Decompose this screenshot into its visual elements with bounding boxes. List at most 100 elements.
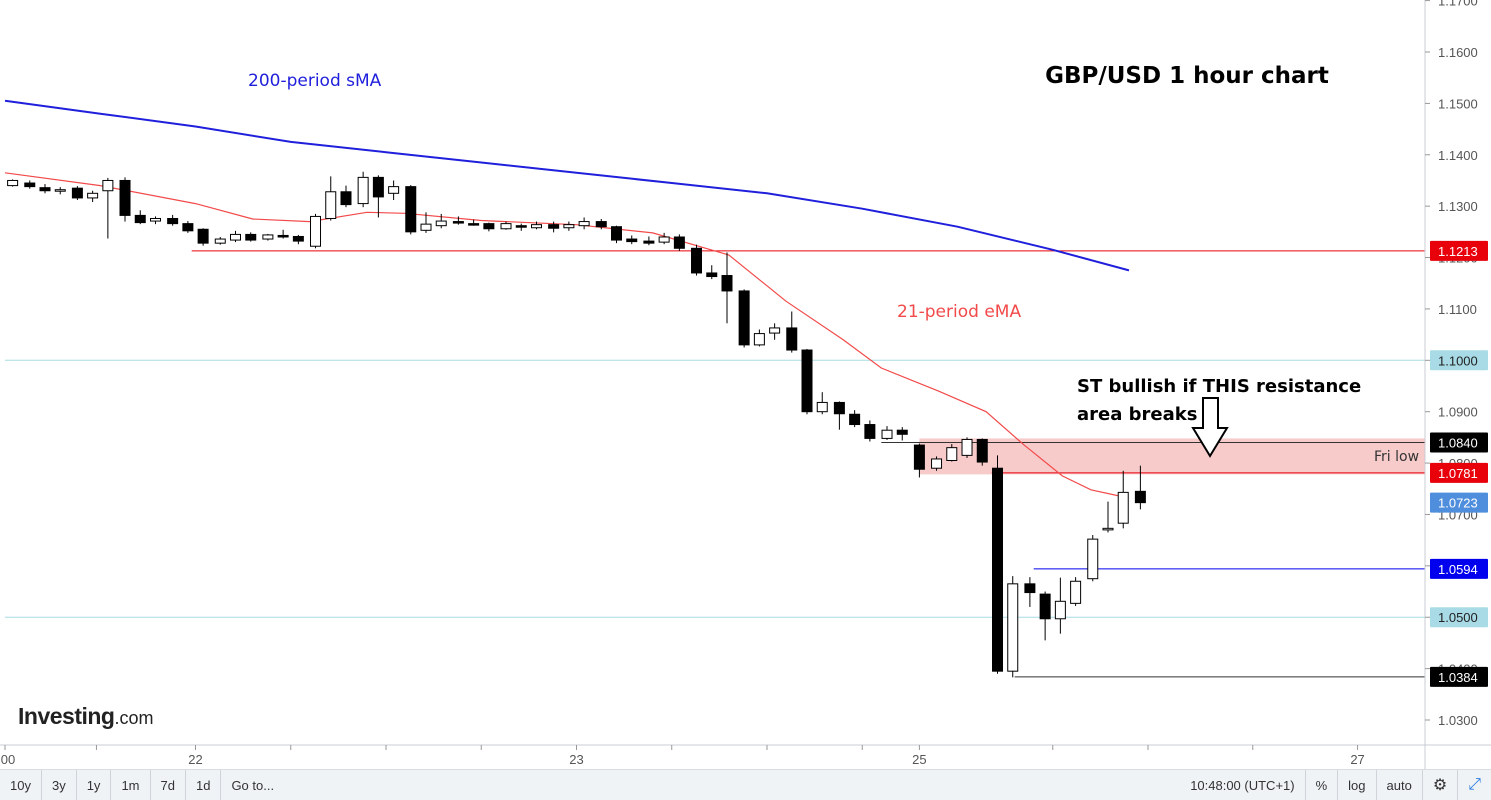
candle-body (691, 247, 703, 274)
candle-body (515, 225, 527, 228)
x-tick-label: 00 (1, 752, 15, 767)
range-1y-button[interactable]: 1y (77, 770, 112, 800)
candle-body (611, 226, 623, 241)
candle (913, 443, 925, 478)
price-label-box (1430, 558, 1488, 579)
candle-body (643, 240, 655, 244)
candle-body (1087, 538, 1099, 580)
candle-body (753, 333, 765, 346)
expand-icon[interactable]: ⤢ (1468, 776, 1481, 793)
logo-suffix: .com (114, 708, 154, 728)
candle-body (1070, 580, 1082, 604)
note-line-1: ST bullish if THIS resistance (1077, 376, 1361, 397)
y-tick-label: 1.0300 (1438, 713, 1478, 728)
moving-averages (4, 99, 1130, 497)
candle (71, 186, 83, 200)
candle-body (786, 327, 798, 351)
candle-body (1054, 600, 1066, 620)
candle-body (563, 224, 575, 229)
candle-body (292, 235, 304, 242)
price-label-box (1430, 607, 1488, 628)
candle (786, 311, 798, 353)
candle (388, 180, 400, 200)
candle-body (357, 176, 369, 205)
gear-icon[interactable]: ⚙ (1423, 770, 1459, 800)
candle-body (483, 223, 495, 230)
candle-body (7, 179, 19, 187)
candle-body (149, 217, 161, 222)
range-10y-button[interactable]: 10y (0, 770, 42, 800)
candle-body (119, 179, 131, 216)
time-axis[interactable]: 00 22 23 25 27 (1, 745, 1365, 767)
x-tick-label: 23 (569, 752, 583, 767)
price-label-text: 1.0723 (1438, 496, 1478, 511)
candle-body (87, 192, 99, 199)
candle (864, 420, 876, 442)
candle (849, 410, 861, 428)
candle-body (946, 447, 958, 462)
price-label-box (1430, 666, 1488, 687)
goto-button[interactable]: Go to... (231, 777, 275, 793)
candle (134, 210, 146, 225)
y-tick-label: 1.1500 (1438, 96, 1478, 111)
candle-body (578, 221, 590, 227)
candle-body (658, 236, 670, 243)
candle (24, 180, 36, 189)
candle-body (1039, 593, 1051, 620)
y-tick-label: 1.0900 (1438, 405, 1478, 420)
candle (816, 392, 828, 415)
candle-body (24, 182, 36, 188)
candle (102, 177, 114, 239)
candle (626, 235, 638, 245)
candle-body (961, 438, 973, 456)
candle (833, 401, 845, 430)
candle-body (976, 438, 988, 463)
percent-toggle[interactable]: % (1306, 770, 1339, 800)
chart-canvas[interactable]: GBP/USD 1 hour chart 200-period sMA 21-p… (0, 0, 1491, 769)
fri-low-label: Fri low (1374, 449, 1419, 465)
candle-body (167, 217, 179, 225)
candle (468, 219, 480, 226)
range-1d-button[interactable]: 1d (186, 770, 222, 800)
candle (357, 171, 369, 208)
log-toggle[interactable]: log (1338, 770, 1377, 800)
candle (1102, 501, 1114, 533)
candle (515, 223, 527, 231)
candle-body (134, 214, 146, 224)
candle-body (468, 223, 480, 226)
y-tick-label: 1.1300 (1438, 199, 1478, 214)
candle-body (310, 215, 322, 247)
note-line-2: area breaks (1077, 404, 1197, 425)
candle (119, 177, 131, 222)
candle (230, 230, 242, 243)
price-label-box (1430, 492, 1488, 513)
candle-body (721, 275, 733, 292)
candle (931, 456, 943, 471)
candle (435, 213, 447, 229)
candle-body (1024, 583, 1036, 594)
candle (738, 289, 750, 348)
x-tick-label: 22 (188, 752, 202, 767)
candle (946, 444, 958, 462)
candle-body (769, 327, 781, 334)
candles (7, 171, 1146, 678)
candle-body (197, 228, 209, 244)
candle-body (913, 444, 925, 470)
auto-toggle[interactable]: auto (1377, 770, 1423, 800)
candle (643, 236, 655, 246)
candle-body (1117, 491, 1129, 524)
bottom-toolbar: 10y 3y 1y 1m 7d 1d Go to... 10:48:00 (UT… (0, 769, 1491, 800)
range-1m-button[interactable]: 1m (111, 770, 151, 800)
candle-body (1102, 527, 1114, 531)
range-3y-button[interactable]: 3y (42, 770, 77, 800)
candle-body (71, 187, 83, 199)
candle (340, 185, 352, 208)
candle-body (864, 424, 876, 439)
candle (372, 175, 384, 218)
candle (1054, 577, 1066, 634)
candle (881, 426, 893, 440)
price-label-box (1430, 432, 1488, 453)
candle-body (325, 191, 337, 219)
down-arrow-icon (1191, 397, 1229, 458)
range-7d-button[interactable]: 7d (151, 770, 186, 800)
